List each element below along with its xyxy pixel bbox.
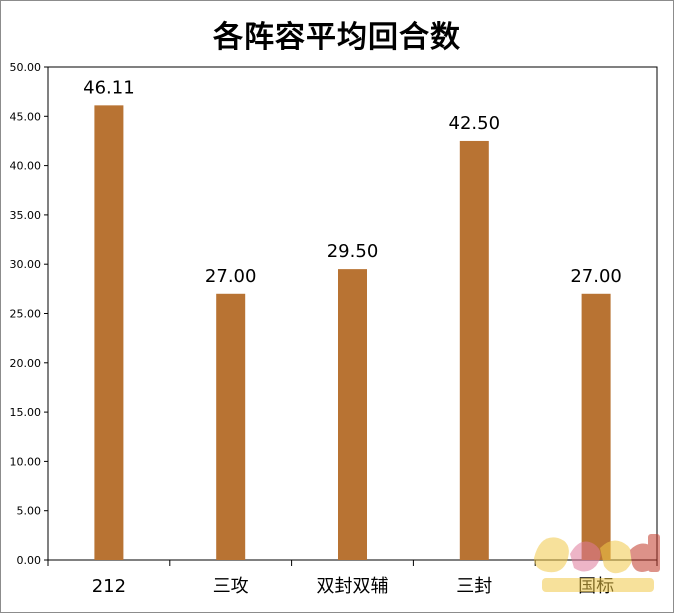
y-tick-label: 40.00 (10, 160, 42, 173)
y-tick-label: 35.00 (10, 209, 42, 222)
y-tick-label: 15.00 (10, 406, 42, 419)
y-tick-label: 20.00 (10, 357, 42, 370)
bar (581, 293, 611, 560)
y-tick-label: 30.00 (10, 258, 42, 271)
plot-area: 0.00 5.00 10.00 15.00 20.00 25.00 30.00 35.00 40… (10, 61, 658, 597)
y-tick-label: 50.00 (10, 61, 42, 74)
bar (459, 140, 489, 560)
bar (94, 105, 124, 560)
bar (216, 293, 246, 560)
y-tick-label: 10.00 (10, 455, 42, 468)
data-label: 27.00 (205, 266, 257, 287)
x-category-label: 双封双辅 (317, 576, 389, 597)
y-tick-label: 45.00 (10, 110, 42, 123)
y-tick-label: 5.00 (17, 505, 42, 518)
data-label: 46.11 (83, 77, 135, 98)
site-logo-watermark (534, 534, 660, 592)
data-label: 29.50 (327, 241, 379, 262)
data-label: 42.50 (449, 113, 501, 134)
x-category-label: 212 (92, 576, 126, 597)
chart-title: 各阵容平均回合数 (213, 20, 461, 55)
bar (338, 269, 367, 560)
y-tick-label: 0.00 (17, 554, 42, 567)
data-label: 27.00 (570, 266, 622, 287)
x-category-label: 三封 (456, 576, 492, 597)
y-tick-label: 25.00 (10, 308, 42, 321)
x-category-label: 三攻 (213, 576, 249, 597)
